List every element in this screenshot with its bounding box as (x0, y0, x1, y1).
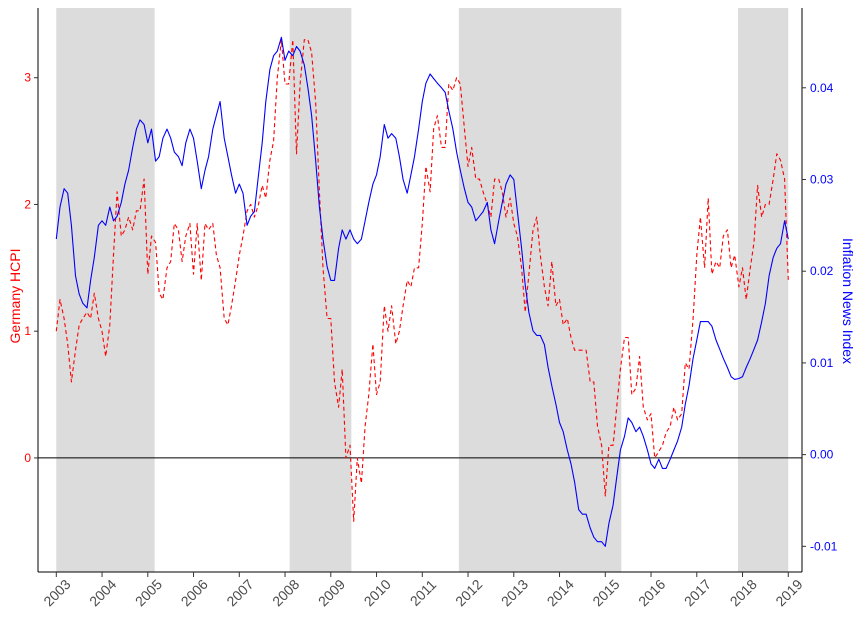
x-tick-label: 2019 (772, 576, 805, 609)
shaded-period (737, 8, 789, 572)
y-axis-right-title: Inflation News Index (840, 238, 856, 364)
shaded-period (56, 8, 155, 572)
x-tick-label: 2015 (589, 576, 622, 609)
x-tick-label: 2007 (223, 576, 256, 609)
shaded-period (289, 8, 352, 572)
y-right-tick-label: 0.01 (810, 356, 834, 370)
series-line-left (55, 39, 789, 522)
x-tick-label: 2006 (178, 576, 211, 609)
y-right-tick-label: -0.01 (810, 539, 838, 553)
x-tick-label: 2008 (269, 576, 302, 609)
x-tick-label: 2011 (407, 576, 440, 609)
y-left-tick-label: 3 (24, 71, 31, 85)
shaded-periods (56, 8, 789, 572)
x-tick-label: 2012 (452, 576, 485, 609)
x-tick-label: 2009 (315, 576, 348, 609)
y-right-tick-label: 0.02 (810, 264, 834, 278)
y-left-tick-label: 1 (24, 324, 31, 338)
shaded-period (458, 8, 622, 572)
y-left-tick-label: 0 (24, 451, 31, 465)
x-tick-label: 2004 (86, 576, 119, 609)
x-tick-label: 2010 (361, 576, 394, 609)
x-tick-label: 2017 (681, 576, 714, 609)
y-right-tick-label: 0.00 (810, 448, 834, 462)
x-tick-label: 2003 (40, 576, 73, 609)
y-right-tick-label: 0.03 (810, 172, 834, 186)
y-right-tick-label: 0.04 (810, 81, 834, 95)
y-left-tick-label: 2 (24, 197, 31, 211)
x-tick-label: 2013 (498, 576, 531, 609)
x-tick-label: 2016 (635, 576, 668, 609)
x-tick-label: 2014 (544, 576, 577, 609)
x-tick-label: 2018 (727, 576, 760, 609)
series-layer (38, 36, 802, 547)
x-tick-label: 2005 (132, 576, 165, 609)
y-axis-left-title: Germany HCPI (7, 249, 23, 344)
series-line-right (55, 36, 789, 547)
